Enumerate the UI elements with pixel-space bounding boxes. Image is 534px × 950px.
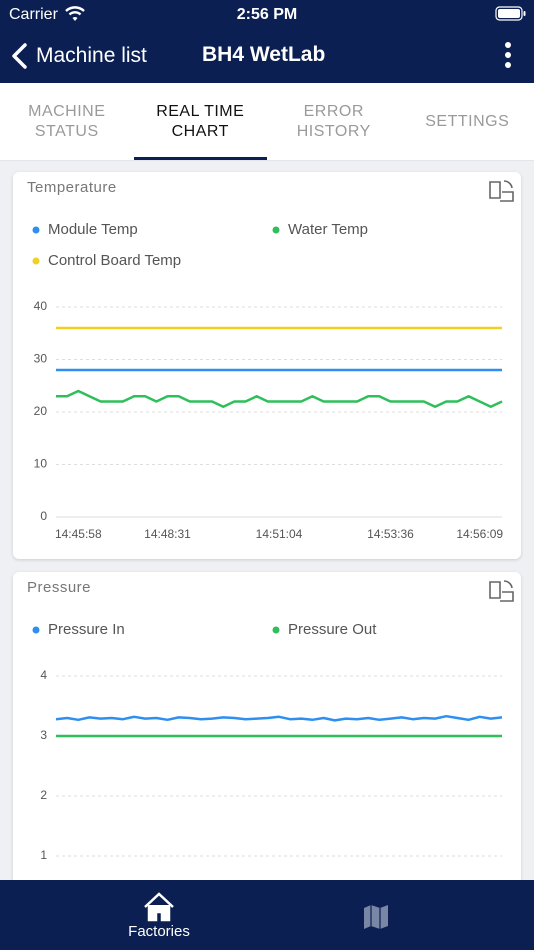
home-icon[interactable] (143, 892, 175, 922)
tab-strip: MACHINE STATUS REAL TIME CHART ERROR HISTORY S… (0, 83, 534, 161)
tab[interactable]: ERROR HISTORY (267, 83, 401, 160)
tab-label: ERROR (303, 102, 364, 120)
legend-label: Pressure In (48, 621, 125, 638)
tab-label: STATUS (34, 122, 99, 140)
screen-title: BH4 WetLab (202, 43, 326, 66)
bottom-tab-bar: Factories (0, 880, 534, 950)
legend-swatch (32, 226, 40, 234)
chart: Temperature Module Temp Water Temp Control … (27, 179, 514, 541)
y-tick-label: 1 (40, 848, 47, 862)
back-arrow[interactable] (10, 42, 30, 70)
tab[interactable]: REAL TIME CHART (133, 83, 268, 160)
x-tick-label: 14:53:36 (367, 527, 414, 541)
y-tick-label: 10 (34, 457, 48, 471)
legend-swatch (32, 257, 40, 265)
tab-label: MACHINE (28, 102, 106, 120)
navigation-bar: Machine list BH4 WetLab (0, 36, 534, 83)
tab-label: REAL TIME (156, 102, 245, 120)
y-tick-label: 4 (40, 668, 47, 682)
status-bar: Carrier 2:56 PM (0, 0, 534, 36)
legend-swatch (272, 226, 280, 234)
legend-label: Control Board Temp (48, 252, 181, 269)
tab[interactable]: MACHINE STATUS (0, 83, 134, 160)
factories-tab[interactable]: Factories (128, 923, 190, 940)
battery-icon (495, 6, 526, 21)
legend-label: Water Temp (288, 221, 368, 238)
chart-list: Temperature Module Temp Water Temp Control … (0, 161, 534, 880)
legend-swatch (32, 626, 40, 634)
legend-swatch (272, 626, 280, 634)
y-tick-label: 30 (34, 352, 48, 366)
series-line (56, 389, 503, 409)
y-tick-label: 0 (40, 509, 47, 523)
x-tick-label: 14:51:04 (256, 527, 303, 541)
legend-label: Pressure Out (288, 621, 377, 638)
map-icon[interactable] (363, 904, 389, 930)
y-tick-label: 40 (34, 299, 48, 313)
more-menu[interactable] (500, 40, 516, 72)
rotate-icon[interactable] (489, 180, 514, 202)
clock: 2:56 PM (236, 6, 298, 23)
tab-label: SETTINGS (425, 112, 510, 130)
y-tick-label: 20 (34, 404, 48, 418)
back-button[interactable]: Machine list (36, 44, 147, 67)
wifi-icon (65, 6, 85, 21)
legend-label: Module Temp (48, 221, 138, 238)
chart-title: Temperature (27, 179, 117, 196)
series-line (55, 714, 503, 722)
tab[interactable]: SETTINGS (401, 83, 534, 160)
y-tick-label: 2 (40, 788, 47, 802)
chart-card: Temperature Module Temp Water Temp Control … (13, 172, 521, 559)
tab-label: CHART (171, 122, 229, 140)
tab-label: HISTORY (296, 122, 371, 140)
x-tick-label: 14:45:58 (55, 527, 102, 541)
chart-title: Pressure (27, 579, 91, 596)
x-tick-label: 14:56:09 (456, 527, 503, 541)
y-tick-label: 3 (40, 728, 47, 742)
x-tick-label: 14:48:31 (144, 527, 191, 541)
carrier: Carrier (9, 6, 58, 23)
rotate-icon[interactable] (489, 580, 514, 602)
